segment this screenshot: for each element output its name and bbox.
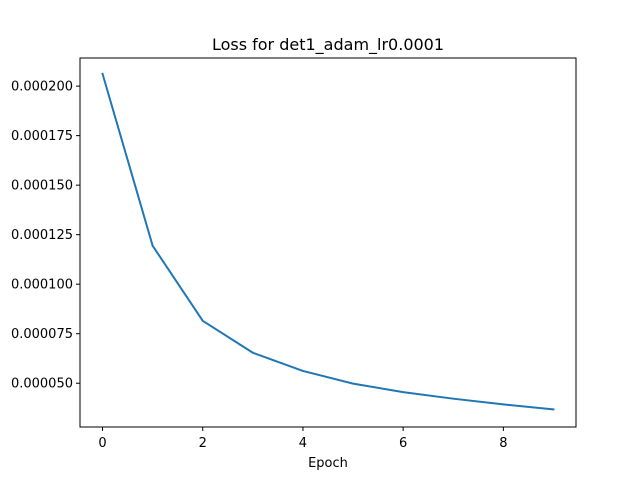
loss-line [101, 72, 555, 411]
x-tick-label: 0 [98, 436, 106, 451]
loss-point [302, 370, 304, 372]
y-tick-label: 0.000125 [11, 228, 73, 243]
y-tick-label: 0.000100 [11, 278, 73, 293]
loss-point [352, 382, 354, 385]
x-tick-label: 6 [399, 436, 407, 451]
x-axis-label: Epoch [308, 456, 348, 471]
loss-point [452, 397, 455, 400]
loss-point [201, 319, 204, 322]
y-axis: 0.000050 0.000075 0.000100 0.000125 0.000150… [11, 80, 80, 392]
y-tick-label: 0.000200 [11, 80, 73, 95]
x-axis: 0 2 4 6 8 [98, 427, 507, 451]
x-tick-label: 2 [199, 436, 207, 451]
y-tick-label: 0.000050 [11, 377, 73, 392]
plot-series [101, 72, 555, 411]
loss-point [251, 351, 254, 354]
loss-point [151, 244, 154, 247]
y-tick-label: 0.000075 [11, 327, 73, 342]
chart-title: Loss for det1_adam_lr0.0001 [212, 35, 444, 55]
loss-point [402, 391, 405, 394]
plot-frame [79, 57, 577, 428]
y-tick-label: 0.000150 [11, 179, 73, 194]
x-tick-label: 8 [499, 436, 507, 451]
loss-point [101, 72, 104, 75]
x-tick-label: 4 [299, 436, 307, 451]
loss-point [552, 408, 555, 411]
y-tick-label: 0.000175 [11, 129, 73, 144]
loss-point [502, 403, 505, 406]
